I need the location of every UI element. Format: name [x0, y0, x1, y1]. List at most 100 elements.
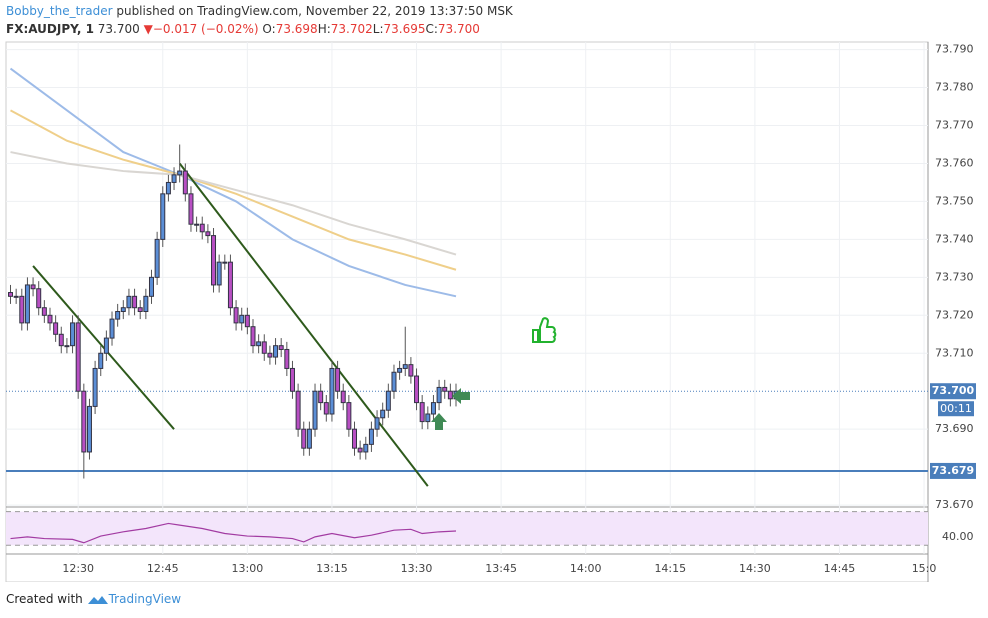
rsi-tick-label: 40.00 [942, 530, 974, 543]
candle-body [323, 402, 329, 415]
y-tick-label: 73.670 [935, 498, 974, 511]
candle-body [227, 261, 233, 309]
candle-body [30, 284, 36, 290]
x-tick-label: 14:15 [654, 562, 686, 575]
x-tick-label: 12:45 [147, 562, 179, 575]
candle-body [115, 311, 121, 320]
ohlc-value: 73.698 [275, 22, 318, 36]
candle-body [109, 318, 115, 339]
candle-body [64, 345, 70, 348]
candle-body [154, 238, 160, 278]
candle-body [391, 371, 397, 392]
candle-body [199, 223, 205, 233]
candle-body [41, 307, 47, 316]
candle-body [222, 261, 228, 264]
price-box [930, 383, 976, 400]
author[interactable]: Bobby_the_trader [6, 4, 113, 18]
candle-body [86, 405, 92, 453]
candle-body [211, 235, 217, 286]
thumbs-up-icon [532, 317, 557, 343]
candle-body [273, 345, 279, 358]
created-with: Created with [6, 592, 83, 606]
candle-body [24, 284, 30, 324]
ohlc-value: 73.700 [437, 22, 480, 36]
candle-body [289, 367, 295, 392]
ohlc-key: C: [425, 22, 438, 36]
countdown-box [938, 401, 974, 417]
candle-body [447, 390, 453, 400]
candle-body [368, 428, 374, 445]
candle-body [70, 322, 76, 347]
x-tick-label: 14:30 [739, 562, 771, 575]
candle-body [312, 390, 318, 430]
ohlc-value: 73.702 [330, 22, 373, 36]
candle-body [425, 413, 431, 423]
ohlc-key: L: [372, 22, 384, 36]
candle-body [165, 181, 171, 195]
candle-body [13, 295, 19, 298]
candle-body [36, 288, 42, 309]
publish-line: Bobby_the_trader published on TradingVie… [6, 4, 513, 18]
candle-body [81, 390, 87, 453]
x-tick-label: 13:00 [232, 562, 264, 575]
x-tick-label: 12:30 [62, 562, 94, 575]
candle-body [385, 390, 391, 411]
moving-average [9, 67, 457, 298]
candle-body [194, 223, 200, 226]
rsi-line [10, 522, 457, 544]
candle-body [239, 314, 245, 324]
level-box [930, 462, 976, 479]
trend-line [178, 162, 429, 487]
ohlc-key: O: [262, 22, 276, 36]
candle-body [318, 390, 324, 404]
candle-body [75, 322, 81, 392]
candle-body [205, 231, 211, 237]
candle-body [216, 261, 222, 286]
x-tick-label: 13:15 [316, 562, 348, 575]
candle-body [306, 428, 312, 449]
candle-body [132, 295, 138, 309]
arrow-up-icon [431, 413, 447, 430]
candle-body [8, 292, 14, 297]
candle-body [402, 364, 408, 369]
symbol-line: FX:AUDJPY, 1 73.700 ▼−0.017 (−0.02%) O:7… [6, 22, 480, 36]
ohlc: O:73.698H:73.702L:73.695C:73.700 [262, 22, 480, 36]
y-tick-label: 73.750 [935, 194, 974, 207]
x-tick-label: 14:00 [570, 562, 602, 575]
candle-body [120, 307, 126, 313]
last: 73.700 [97, 22, 140, 36]
candle-body [160, 193, 166, 240]
y-tick-label: 73.760 [935, 156, 974, 169]
arrow: ▼ [143, 22, 153, 36]
candle-body [143, 295, 149, 313]
x-tick-label: 14:45 [824, 562, 856, 575]
candle-body [58, 333, 64, 347]
candle-body [363, 443, 369, 453]
published: published on TradingView.com, November 2… [112, 4, 513, 18]
candle-body [329, 367, 335, 415]
candle-body [19, 295, 25, 324]
moving-average [10, 109, 457, 271]
candle-body [295, 390, 301, 430]
y-tick-label: 73.690 [935, 422, 974, 435]
x-tick-label: 15:0 [912, 562, 937, 575]
candle-body [419, 402, 425, 423]
candle-body [278, 345, 284, 350]
change: −0.017 (−0.02%) [152, 22, 259, 36]
candle-body [267, 352, 273, 358]
candle-body [137, 307, 143, 313]
candle-body [98, 352, 104, 369]
level-label: 73.679 [932, 464, 974, 477]
y-tick-label: 73.720 [935, 308, 974, 321]
moving-average [10, 151, 457, 256]
candle-body [148, 276, 154, 297]
candle-body [47, 314, 53, 324]
candle-body [346, 402, 352, 430]
price-label: 73.700 [932, 384, 975, 397]
y-tick-label: 73.780 [935, 81, 974, 94]
brand[interactable]: TradingView [108, 592, 182, 606]
rsi-band [6, 511, 928, 546]
candle-body [188, 193, 194, 225]
candle-body [335, 367, 341, 392]
footer: Created with TradingView [6, 592, 181, 606]
